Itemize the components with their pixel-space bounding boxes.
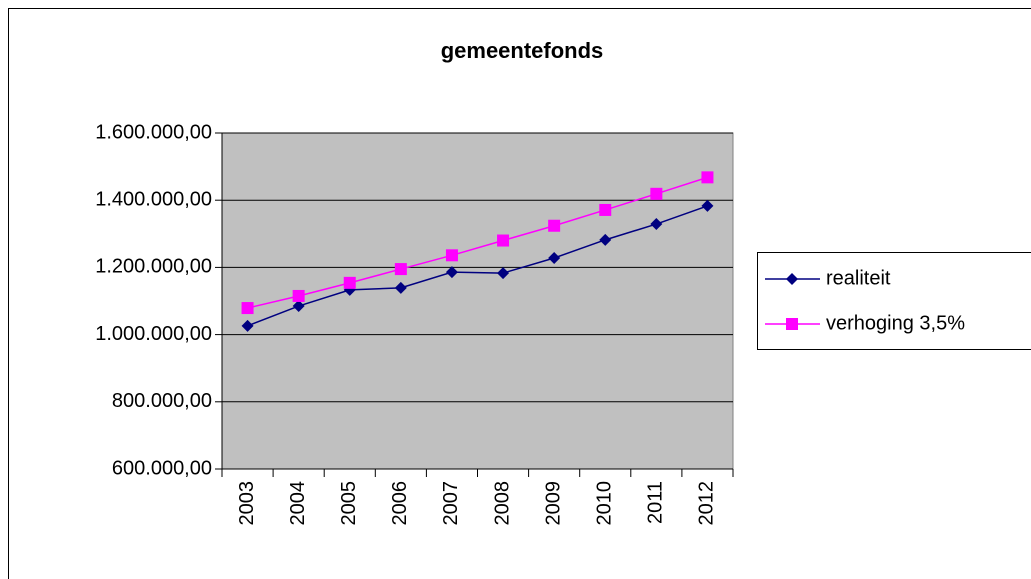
x-tick-label: 2009 <box>542 481 564 526</box>
y-tick-label: 600.000,00 <box>112 457 212 479</box>
legend: realiteit verhoging 3,5% <box>757 252 1031 350</box>
legend-label: realiteit <box>826 267 891 289</box>
marker <box>701 171 714 184</box>
y-tick-label: 1.200.000,00 <box>95 256 212 278</box>
x-tick-label: 2004 <box>287 481 309 526</box>
marker <box>445 266 458 279</box>
plot-area <box>221 132 734 470</box>
x-tick-label: 2007 <box>440 481 462 526</box>
marker <box>497 267 510 280</box>
marker <box>548 219 561 232</box>
marker <box>599 203 612 216</box>
x-tick-label: 2011 <box>645 481 667 524</box>
marker <box>292 300 305 313</box>
series-line <box>247 205 708 327</box>
marker <box>599 233 612 246</box>
marker <box>650 187 663 200</box>
chart-title: gemeentefonds <box>441 38 604 63</box>
y-tick-label: 1.600.000,00 <box>95 121 212 143</box>
marker <box>497 234 510 247</box>
legend-label: verhoging 3,5% <box>826 312 965 334</box>
x-tick-label: 2003 <box>236 481 258 526</box>
marker <box>343 276 356 289</box>
series-line <box>247 176 708 309</box>
x-tick-label: 2012 <box>696 481 718 526</box>
y-tick-label: 1.000.000,00 <box>95 323 212 345</box>
marker <box>394 263 407 276</box>
marker <box>650 218 663 231</box>
marker <box>292 289 305 302</box>
x-tick-label: 2010 <box>594 481 616 526</box>
marker <box>445 249 458 262</box>
marker <box>394 281 407 294</box>
marker <box>241 319 254 332</box>
marker <box>701 199 714 212</box>
y-tick-label: 1.400.000,00 <box>95 188 212 210</box>
x-tick-label: 2008 <box>491 481 513 526</box>
marker <box>548 251 561 264</box>
marker <box>786 273 798 285</box>
marker <box>786 318 798 330</box>
legend-box <box>757 252 1031 350</box>
x-tick-label: 2005 <box>338 481 360 526</box>
x-tick-label: 2006 <box>389 481 411 526</box>
y-tick-label: 800.000,00 <box>112 390 212 412</box>
marker <box>241 302 254 315</box>
